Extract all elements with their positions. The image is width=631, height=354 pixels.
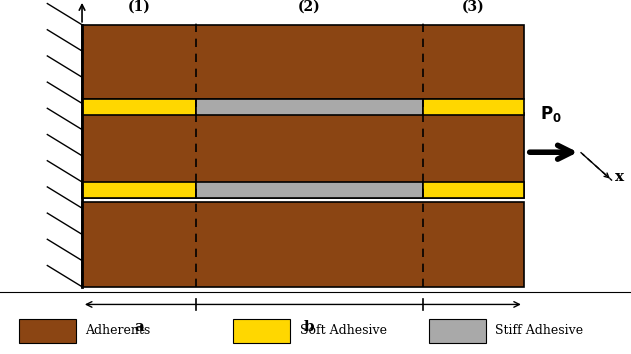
Text: Adherents: Adherents: [85, 325, 150, 337]
Bar: [196, 99, 423, 115]
Text: a: a: [134, 320, 144, 335]
Text: b: b: [304, 320, 314, 335]
Bar: [196, 182, 423, 198]
Text: c: c: [469, 320, 478, 335]
Bar: [19, 319, 76, 343]
Bar: [423, 182, 524, 198]
Bar: [82, 25, 524, 99]
Text: Soft Adhesive: Soft Adhesive: [300, 325, 387, 337]
Text: (1): (1): [127, 0, 150, 14]
Bar: [429, 319, 486, 343]
Text: (3): (3): [462, 0, 485, 14]
Text: Stiff Adhesive: Stiff Adhesive: [495, 325, 584, 337]
Bar: [423, 99, 524, 115]
Bar: [82, 113, 524, 198]
Bar: [82, 99, 196, 115]
Bar: [82, 182, 196, 198]
Bar: [82, 202, 524, 287]
Text: $\mathbf{P_0}$: $\mathbf{P_0}$: [540, 104, 562, 124]
Text: (2): (2): [298, 0, 321, 14]
Bar: [233, 319, 290, 343]
Text: x: x: [615, 170, 624, 184]
